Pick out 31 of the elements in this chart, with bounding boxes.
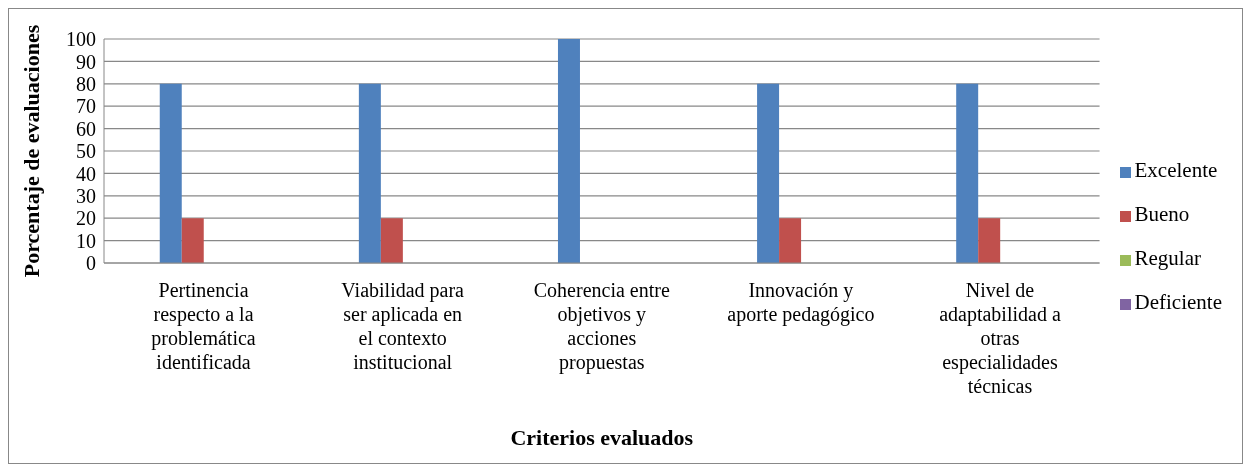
y-tick-label: 80: [76, 72, 96, 95]
y-tick-label: 30: [76, 184, 96, 207]
y-tick-label: 90: [76, 50, 96, 73]
bar: [557, 39, 580, 263]
y-tick-label: 60: [76, 117, 96, 140]
y-axis-title: Porcentaje de evaluaciones: [18, 24, 44, 278]
legend-label: Regular: [1134, 246, 1202, 270]
y-tick-label: 100: [66, 28, 96, 51]
y-tick-label: 70: [76, 95, 96, 118]
x-tick-label: Coherencia entre objetivos y acciones propuestas: [533, 279, 670, 374]
y-tick-label: 40: [76, 162, 96, 185]
x-tick-label: Innovación y aporte pedagógico: [727, 279, 875, 326]
y-tick-label: 10: [76, 229, 96, 252]
y-tick-label: 20: [76, 207, 96, 230]
x-tick-label: Viabilidad para ser aplicada en el contexto institucional: [341, 279, 465, 373]
bar: [358, 83, 381, 263]
x-tick-label: Nivel de adaptabilidad a otras especialidades técnicas: [939, 279, 1061, 397]
y-tick-label: 0: [86, 252, 96, 275]
bar: [159, 83, 182, 263]
x-tick-label: Pertinencia respecto a la problemática identificada: [151, 279, 256, 373]
bar: [380, 218, 403, 263]
bar: [956, 83, 979, 263]
bar: [779, 218, 802, 263]
y-tick-label: 50: [76, 140, 96, 163]
x-axis-title: Criterios evaluados: [510, 425, 694, 450]
bar: [978, 218, 1001, 263]
bar: [757, 83, 780, 263]
legend-label: Bueno: [1134, 202, 1190, 226]
bar: [181, 218, 204, 263]
legend-label: Deficiente: [1134, 290, 1222, 314]
legend-label: Excelente: [1134, 158, 1218, 182]
